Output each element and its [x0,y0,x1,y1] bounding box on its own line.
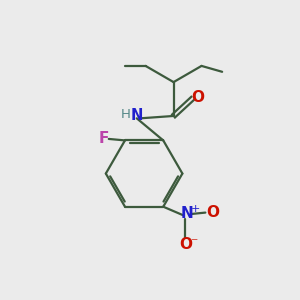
Text: N: N [130,108,143,123]
Text: N: N [180,206,193,221]
Text: O: O [206,205,219,220]
Text: F: F [98,131,109,146]
Text: O: O [191,90,205,105]
Text: ⁻: ⁻ [190,236,198,250]
Text: O: O [179,237,192,252]
Text: H: H [120,108,130,121]
Text: +: + [191,204,200,214]
